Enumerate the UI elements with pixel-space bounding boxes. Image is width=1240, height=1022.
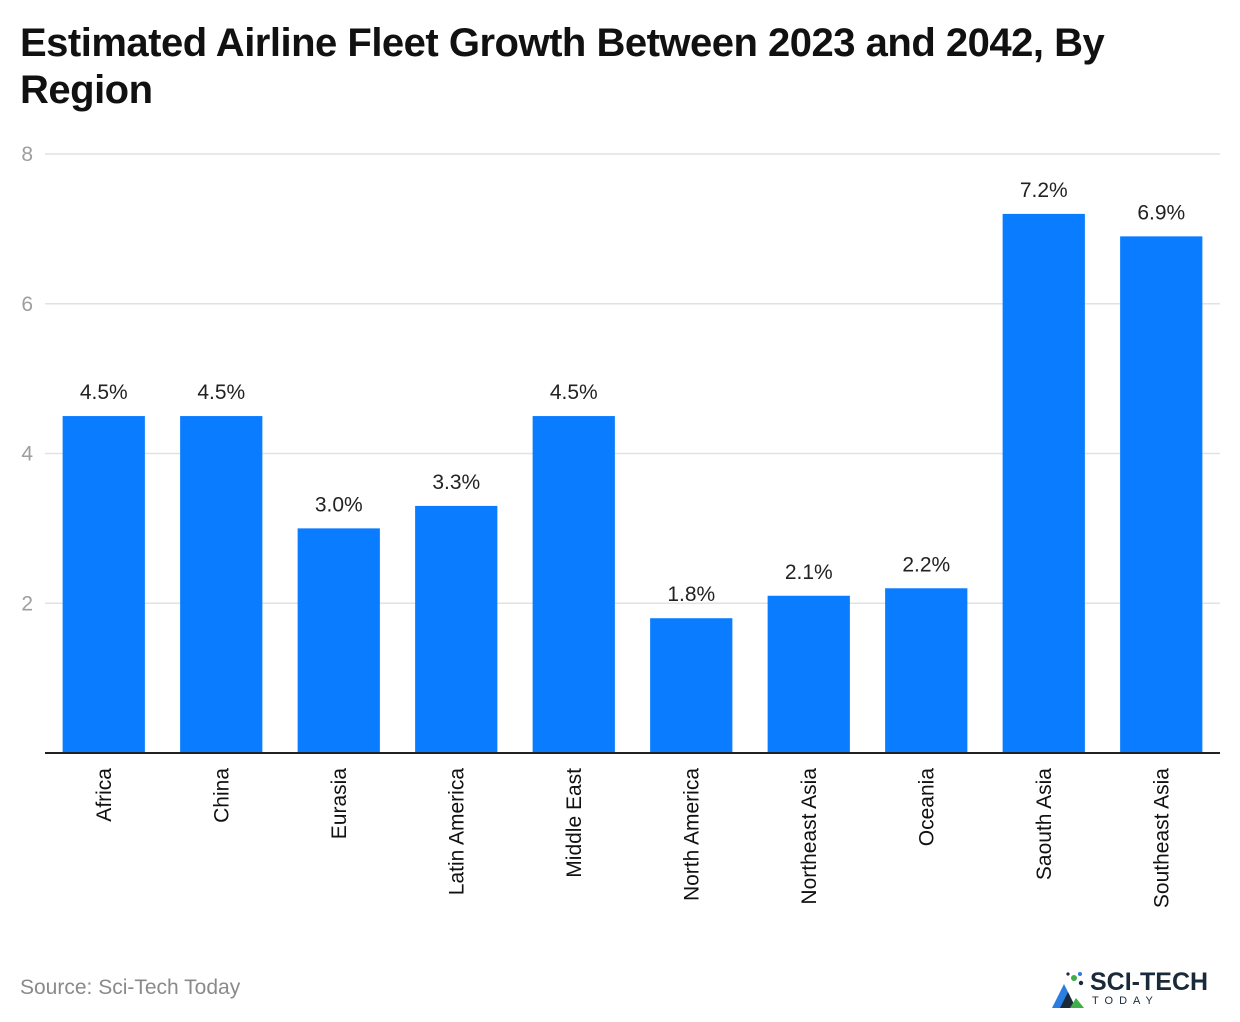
bar-middle-east	[532, 416, 615, 753]
data-label-eurasia: 3.0%	[315, 493, 363, 516]
category-label-northeast-asia: Northeast Asia	[798, 768, 821, 905]
data-label-southeast-asia: 6.9%	[1137, 201, 1185, 224]
data-label-china: 4.5%	[197, 381, 245, 404]
y-tick-label-8: 8	[21, 143, 33, 166]
category-label-southeast-asia: Southeast Asia	[1150, 768, 1173, 908]
sci-tech-logo-icon	[1052, 972, 1084, 1008]
y-tick-label-6: 6	[21, 293, 33, 316]
data-label-north-america: 1.8%	[667, 583, 715, 606]
bars	[62, 213, 1203, 754]
category-label-eurasia: Eurasia	[328, 768, 351, 840]
bar-northeast-asia	[767, 595, 850, 753]
chart-title: Estimated Airline Fleet Growth Between 2…	[20, 21, 1105, 112]
x-axis-categories: Africa China Eurasia Latin America Middle Ea…	[93, 768, 1174, 908]
category-label-saouth-asia: Saouth Asia	[1033, 768, 1056, 880]
data-label-saouth-asia: 7.2%	[1020, 179, 1068, 202]
brand-logo: SCI-TECH TODAY	[1050, 968, 1225, 1012]
category-label-north-america: North America	[680, 768, 703, 901]
data-label-oceania: 2.2%	[902, 553, 950, 576]
data-label-africa: 4.5%	[80, 381, 128, 404]
category-label-oceania: Oceania	[915, 768, 938, 847]
bar-north-america	[650, 618, 733, 753]
category-label-africa: Africa	[93, 768, 116, 822]
y-axis-ticks: 2 4 6 8	[21, 143, 33, 615]
bar-oceania	[885, 588, 968, 753]
source-note: Source: Sci-Tech Today	[20, 976, 241, 999]
data-label-middle-east: 4.5%	[550, 381, 598, 404]
brand-subtitle: TODAY	[1092, 995, 1159, 1007]
category-label-china: China	[210, 768, 233, 823]
bar-saouth-asia	[1002, 213, 1085, 753]
brand-name: SCI-TECH	[1090, 968, 1209, 996]
bar-latin-america	[415, 505, 498, 753]
bar-eurasia	[297, 528, 380, 753]
y-tick-label-4: 4	[21, 443, 33, 466]
category-label-latin-america: Latin America	[445, 768, 468, 896]
data-label-latin-america: 3.3%	[432, 471, 480, 494]
category-label-middle-east: Middle East	[563, 768, 586, 878]
bar-china	[180, 416, 263, 753]
bar-africa	[62, 416, 145, 753]
data-label-northeast-asia: 2.1%	[785, 561, 833, 584]
data-labels: 4.5% 4.5% 3.0% 3.3% 4.5% 1.8% 2.1% 2.2% 7.2% 6.9%	[80, 179, 1185, 606]
bar-southeast-asia	[1120, 236, 1203, 754]
y-tick-label-2: 2	[21, 592, 33, 615]
